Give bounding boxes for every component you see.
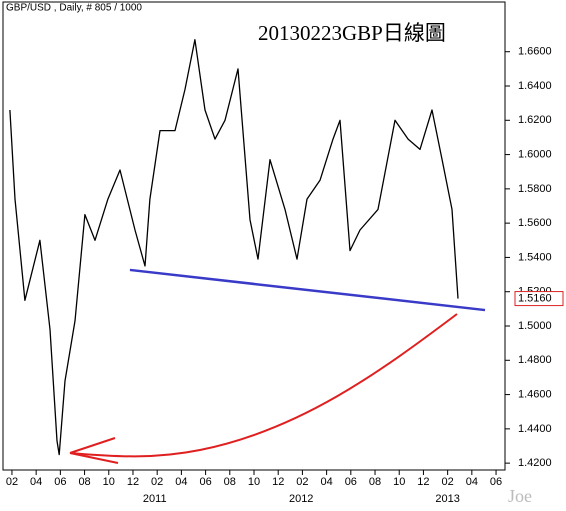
annotation: 20130223GBP日線圖 xyxy=(258,21,446,45)
y-tick-label: 1.6600 xyxy=(518,46,552,58)
x-tick-label: 12 xyxy=(272,476,284,488)
plot-frame xyxy=(2,1,506,471)
y-tick-label: 1.6200 xyxy=(518,114,552,126)
x-tick-label: 06 xyxy=(490,476,502,488)
watermark: Joe xyxy=(508,486,532,506)
red-arrow xyxy=(69,313,458,458)
price-line xyxy=(9,39,459,456)
x-tick-label: 06 xyxy=(345,476,357,488)
y-tick-label: 1.4400 xyxy=(518,423,552,435)
y-tick-label: 1.5600 xyxy=(518,217,552,229)
last-price-label: 1.5160 xyxy=(518,292,552,304)
x-tick-label: 12 xyxy=(127,476,139,488)
y-tick-label: 1.4800 xyxy=(518,354,552,366)
y-tick-label: 1.5000 xyxy=(518,320,552,332)
x-tick-label: 06 xyxy=(199,476,211,488)
x-tick-label: 10 xyxy=(393,476,405,488)
y-tick-label: 1.5400 xyxy=(518,251,552,263)
x-tick-label: 04 xyxy=(466,476,478,488)
x-tick-label: 02 xyxy=(442,476,454,488)
y-tick-label: 1.5800 xyxy=(518,183,552,195)
year-label: 2012 xyxy=(289,493,313,505)
last-price-box xyxy=(514,291,564,307)
x-tick-label: 08 xyxy=(369,476,381,488)
x-tick-label: 04 xyxy=(30,476,42,488)
arrow-head xyxy=(69,437,119,464)
y-tick-label: 1.4600 xyxy=(518,388,552,400)
x-tick-label: 12 xyxy=(417,476,429,488)
trend-line xyxy=(129,268,486,312)
x-tick-label: 02 xyxy=(6,476,18,488)
chart-title: GBP/USD , Daily, # 805 / 1000 xyxy=(6,3,142,14)
year-label: 2011 xyxy=(143,493,167,505)
y-tick-label: 1.6400 xyxy=(518,80,552,92)
x-tick-label: 04 xyxy=(320,476,332,488)
y-tick-label: 1.4200 xyxy=(518,457,552,469)
x-tick-label: 02 xyxy=(151,476,163,488)
x-tick-label: 10 xyxy=(248,476,260,488)
x-tick-label: 04 xyxy=(175,476,187,488)
y-tick-label: 1.6000 xyxy=(518,148,552,160)
x-tick-label: 06 xyxy=(54,476,66,488)
year-label: 2013 xyxy=(435,493,459,505)
x-tick-label: 08 xyxy=(78,476,90,488)
x-tick-label: 10 xyxy=(103,476,115,488)
x-tick-label: 02 xyxy=(296,476,308,488)
x-tick-label: 08 xyxy=(224,476,236,488)
